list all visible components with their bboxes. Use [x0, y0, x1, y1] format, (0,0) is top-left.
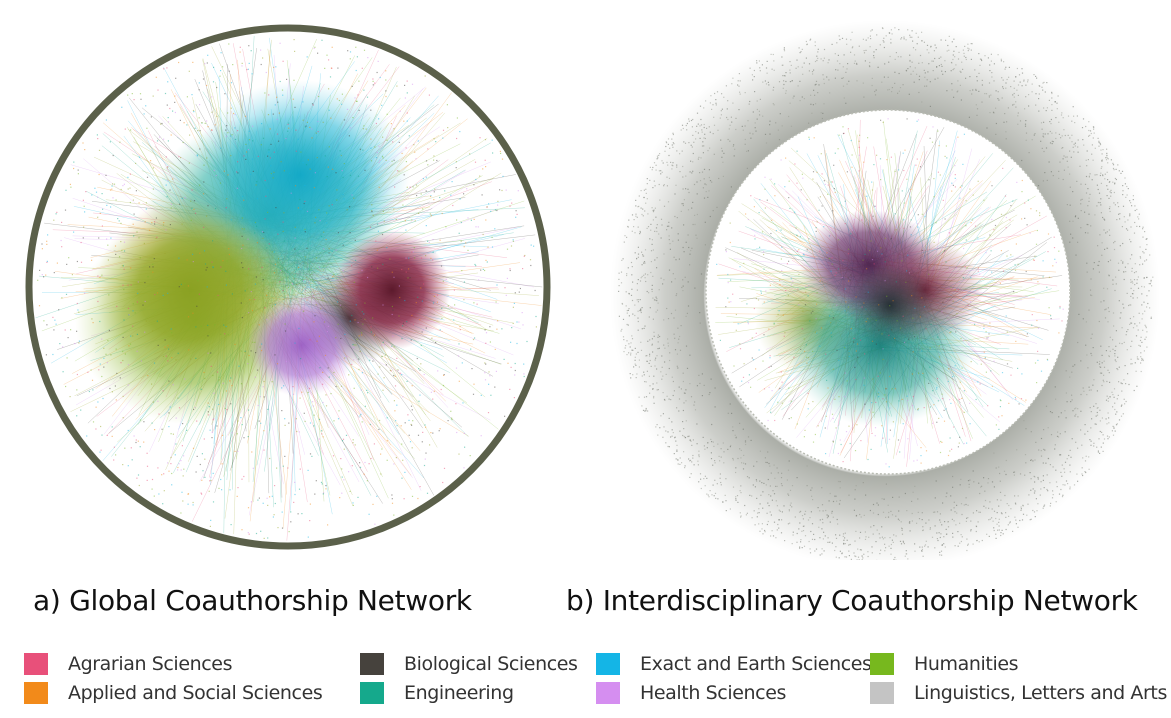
interdisciplinary-network-graph: [610, 20, 1160, 560]
global-network-panel: [0, 0, 580, 560]
legend-item-biological: Biological Sciences: [360, 651, 578, 677]
legend-swatch: [24, 682, 48, 704]
legend: Agrarian Sciences Applied and Social Sci…: [0, 646, 1171, 718]
legend-swatch: [360, 653, 384, 675]
interdisciplinary-network-panel: [600, 20, 1171, 560]
legend-item-applied-social: Applied and Social Sciences: [24, 680, 323, 706]
cluster-humanities-core: [95, 200, 285, 380]
community-clusters: [75, 80, 450, 425]
community-clusters: [755, 210, 983, 427]
legend-item-humanities: Humanities: [870, 651, 1019, 677]
legend-label: Humanities: [914, 653, 1019, 675]
caption-global-network: a) Global Coauthorship Network: [33, 584, 472, 617]
isolated-nodes: [618, 27, 1154, 560]
cluster-health: [247, 293, 357, 397]
network-boundary-ring: [25, 24, 551, 550]
legend-label: Agrarian Sciences: [68, 653, 233, 675]
legend-item-health: Health Sciences: [596, 680, 786, 706]
legend-item-agrarian: Agrarian Sciences: [24, 651, 232, 677]
legend-label: Linguistics, Letters and Arts: [914, 682, 1167, 704]
legend-label: Exact and Earth Sciences: [640, 653, 872, 675]
caption-interdisciplinary-network: b) Interdisciplinary Coauthorship Networ…: [566, 584, 1138, 617]
legend-item-engineering: Engineering: [360, 680, 514, 706]
legend-label: Health Sciences: [640, 682, 786, 704]
legend-swatch: [870, 682, 894, 704]
network-nodes: [716, 118, 1064, 468]
legend-swatch: [596, 682, 620, 704]
legend-swatch: [870, 653, 894, 675]
legend-swatch: [596, 653, 620, 675]
cluster-agrarian: [334, 230, 450, 350]
legend-swatch: [24, 653, 48, 675]
legend-item-linguistics: Linguistics, Letters and Arts: [870, 680, 1167, 706]
network-nodes: [37, 39, 537, 539]
legend-item-exact-earth: Exact and Earth Sciences: [596, 651, 872, 677]
legend-label: Biological Sciences: [404, 653, 578, 675]
legend-label: Applied and Social Sciences: [68, 682, 323, 704]
global-network-graph: [25, 24, 551, 550]
legend-label: Engineering: [404, 682, 514, 704]
cluster-biological: [845, 263, 935, 347]
legend-swatch: [360, 682, 384, 704]
